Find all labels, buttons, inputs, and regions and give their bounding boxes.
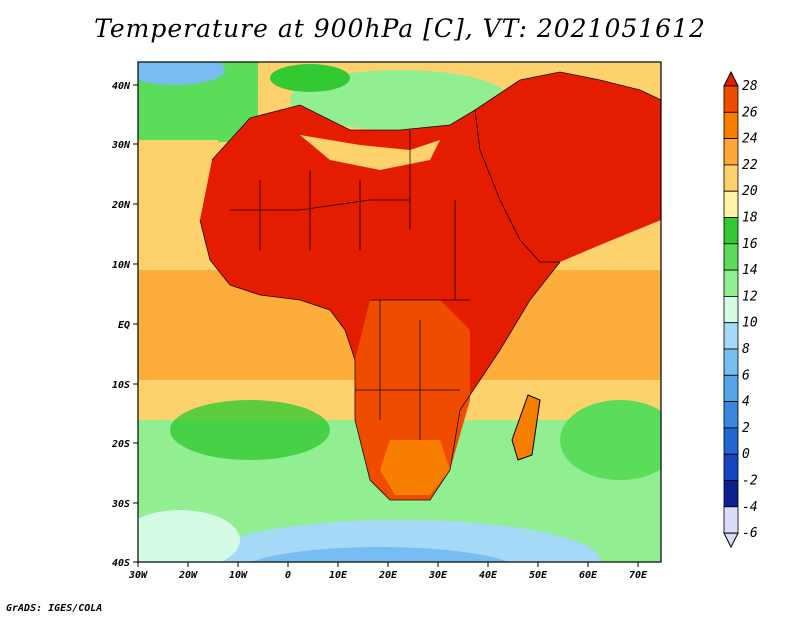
- colorbar-label: 18: [742, 211, 758, 226]
- colorbar-swatch: [723, 217, 739, 245]
- colorbar-swatch: [723, 243, 739, 271]
- x-tick-label: 70E: [629, 570, 648, 581]
- y-tick-label: 10S: [112, 380, 130, 391]
- colorbar-label: 8: [742, 342, 750, 357]
- y-tick-label: 40N: [112, 81, 131, 92]
- y-tick-label: 30S: [111, 499, 130, 510]
- colorbar-swatch: [723, 269, 739, 297]
- x-tick-label: 10W: [229, 570, 248, 581]
- colorbar-label: 28: [742, 79, 758, 94]
- colorbar-swatch: [723, 480, 739, 508]
- colorbar-label: 12: [742, 289, 758, 304]
- colorbar-swatch: [723, 164, 739, 192]
- colorbar-top-arrow: [723, 70, 739, 87]
- y-axis: 40N 30N 20N 10N EQ 10S 20S 30S 40S: [111, 81, 138, 569]
- temperature-field: [138, 62, 661, 562]
- map-frame: [137, 61, 662, 563]
- y-tick-label: EQ: [118, 320, 130, 331]
- x-axis: 30W 20W 10W 0 10E 20E 30E 40E 50E 60E 70…: [128, 562, 648, 581]
- colorbar-swatch: [723, 453, 739, 481]
- colorbar-swatch: [723, 506, 739, 534]
- colorbar-label: 2: [742, 421, 750, 436]
- colorbar-swatch: [723, 111, 739, 140]
- colorbar-swatch: [723, 401, 739, 429]
- country-borders: [199, 71, 661, 501]
- colorbar-label: 16: [742, 237, 758, 252]
- y-tick-label: 30N: [111, 140, 131, 151]
- colorbar-swatch: [723, 85, 739, 113]
- map-title: Temperature at 900hPa [C], VT: 202105161…: [94, 14, 706, 43]
- y-tick-label: 20S: [111, 439, 130, 450]
- colorbar-label: 22: [742, 158, 758, 173]
- colorbar-bottom-arrow: [723, 532, 739, 549]
- x-tick-label: 20W: [178, 570, 198, 581]
- colorbar-label: -4: [742, 500, 758, 515]
- colorbar-label: 24: [742, 132, 758, 147]
- colorbar-label: 0: [742, 447, 750, 462]
- colorbar-label: 10: [742, 316, 758, 331]
- colorbar-label: 26: [742, 105, 758, 120]
- colorbar-label: 6: [742, 368, 750, 383]
- y-tick-label: 10N: [112, 260, 131, 271]
- x-tick-label: 10E: [329, 570, 348, 581]
- colorbar-swatch: [723, 427, 739, 455]
- x-tick-label: 60E: [579, 570, 598, 581]
- y-tick-label: 40S: [112, 558, 130, 569]
- y-tick-label: 20N: [111, 200, 131, 211]
- colorbar-label: -2: [742, 474, 758, 489]
- colorbar-swatch: [723, 322, 739, 350]
- colorbar-swatch: [723, 295, 739, 324]
- colorbar-swatch: [723, 348, 739, 376]
- x-tick-label: 0: [285, 570, 291, 581]
- colorbar-label: -6: [742, 526, 758, 541]
- x-tick-label: 30E: [428, 570, 448, 581]
- colorbar-label: 20: [742, 184, 758, 199]
- credit-text: GrADS: IGES/COLA: [6, 603, 103, 614]
- colorbar-label: 14: [742, 263, 758, 278]
- colorbar-swatch: [723, 138, 739, 166]
- x-tick-label: 30W: [128, 570, 148, 581]
- x-tick-label: 40E: [479, 570, 498, 581]
- colorbar-swatch: [723, 374, 739, 402]
- x-tick-label: 20E: [378, 570, 398, 581]
- x-tick-label: 50E: [529, 570, 548, 581]
- colorbar-label: 4: [742, 395, 750, 410]
- colorbar-swatch: [723, 190, 739, 218]
